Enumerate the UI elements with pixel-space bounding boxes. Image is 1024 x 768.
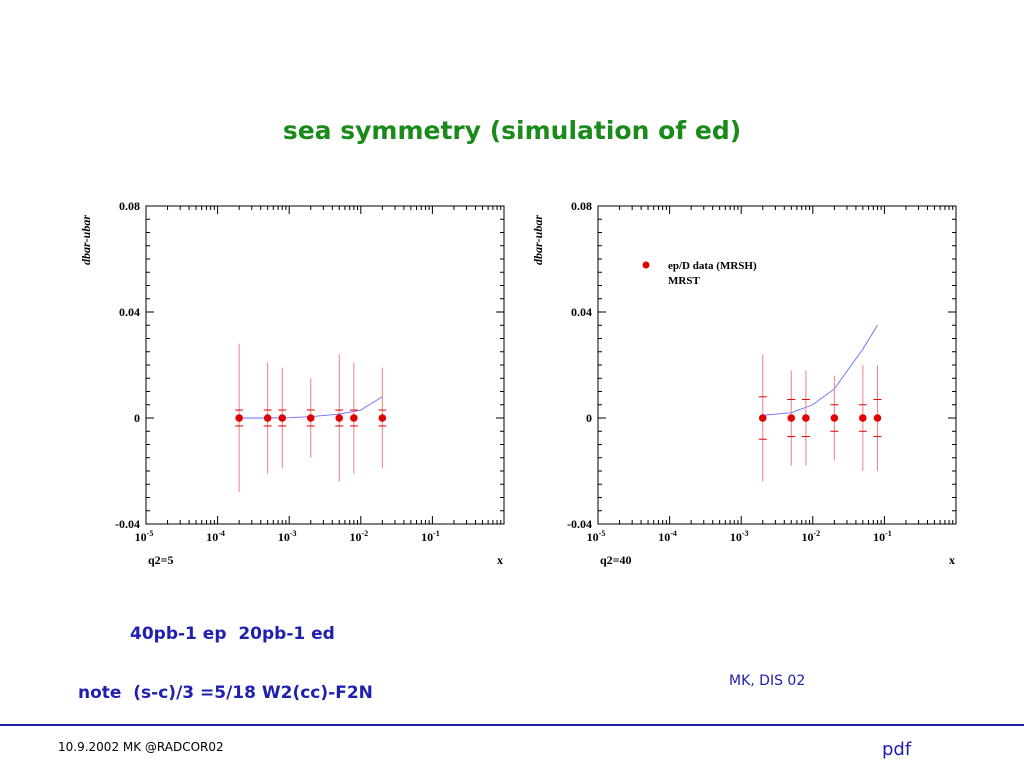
y-tick-label: 0.08	[571, 199, 592, 213]
x-tick-exponent: -5	[599, 529, 606, 538]
data-point	[335, 414, 344, 422]
x-axis-label: x	[497, 553, 503, 567]
x-tick-label: 10-1	[873, 529, 892, 544]
x-tick-base: 10	[873, 530, 885, 544]
x-tick-base: 10	[349, 530, 361, 544]
x-tick-exponent: -2	[813, 529, 820, 538]
x-tick-label: 10-4	[206, 529, 225, 544]
footer-divider	[0, 724, 1024, 726]
y-axis-label: dbar-ubar	[79, 215, 93, 265]
data-point	[378, 414, 387, 422]
x-tick-exponent: -3	[290, 529, 297, 538]
x-tick-base: 10	[730, 530, 742, 544]
y-tick-label: 0.08	[119, 199, 140, 213]
x-tick-base: 10	[421, 530, 433, 544]
y-tick-label: 0.04	[119, 305, 140, 319]
panel-q2-label: q2=5	[148, 553, 174, 567]
x-tick-label: 10-5	[135, 529, 154, 544]
luminosity-note: 40pb-1 ep 20pb-1 ed	[130, 624, 335, 644]
x-tick-exponent: -1	[433, 529, 440, 538]
plot-frame	[145, 205, 505, 525]
formula-note: note (s-c)/3 =5/18 W2(cc)-F2N	[78, 683, 373, 703]
data-point	[306, 414, 315, 422]
x-tick-base: 10	[278, 530, 290, 544]
data-point	[350, 414, 358, 422]
x-tick-label: 10-3	[730, 529, 749, 544]
footer-date-author: 10.9.2002 MK @RADCOR02	[58, 740, 224, 754]
x-axis-label: x	[949, 553, 955, 567]
y-tick-label: 0.04	[571, 305, 592, 319]
x-tick-exponent: -3	[742, 529, 749, 538]
y-tick-label: -0.04	[115, 517, 140, 531]
x-tick-label: 10-2	[801, 529, 820, 544]
x-tick-exponent: -2	[361, 529, 368, 538]
x-tick-base: 10	[801, 530, 813, 544]
data-point	[802, 414, 810, 422]
x-tick-exponent: -1	[885, 529, 892, 538]
x-tick-exponent: -4	[670, 529, 677, 538]
panel-q2-label: q2=40	[600, 553, 632, 567]
data-point	[278, 414, 287, 422]
y-tick-label: 0	[586, 411, 592, 425]
chart-left-q2-5: 0.08 0.04 0 -0.04 10-5 10-4 10-3 10-2 10-1 dbar-u…	[72, 190, 532, 580]
x-tick-base: 10	[658, 530, 670, 544]
x-tick-label: 10-3	[278, 529, 297, 544]
slide-title: sea symmetry (simulation of ed)	[282, 116, 742, 145]
data-point	[235, 414, 243, 422]
y-tick-label: 0	[134, 411, 140, 425]
x-tick-base: 10	[135, 530, 147, 544]
y-tick-label: -0.04	[567, 517, 592, 531]
legend-label: MRST	[668, 275, 700, 287]
data-point	[873, 414, 882, 422]
legend-marker-dot	[642, 261, 650, 269]
author-credit: MK, DIS 02	[729, 673, 806, 689]
x-tick-exponent: -5	[147, 529, 154, 538]
plot-frame	[597, 205, 957, 525]
x-tick-label: 10-5	[587, 529, 606, 544]
x-tick-base: 10	[587, 530, 599, 544]
data-point	[787, 414, 796, 422]
data-point	[263, 414, 272, 422]
mrst-curve	[762, 325, 878, 416]
x-tick-base: 10	[206, 530, 218, 544]
data-point	[859, 414, 867, 422]
footer-pdf-label: pdf	[882, 739, 912, 760]
y-axis-label: dbar-ubar	[531, 215, 545, 265]
x-tick-label: 10-4	[658, 529, 677, 544]
x-tick-label: 10-2	[349, 529, 368, 544]
data-point	[758, 414, 767, 422]
legend-label: ep/D data (MRSH)	[668, 260, 757, 272]
x-tick-label: 10-1	[421, 529, 440, 544]
x-tick-exponent: -4	[218, 529, 225, 538]
data-point	[830, 414, 839, 422]
chart-right-q2-40: 0.08 0.04 0 -0.04 10-5 10-4 10-3 10-2 10-1 dbar-u…	[524, 190, 984, 580]
